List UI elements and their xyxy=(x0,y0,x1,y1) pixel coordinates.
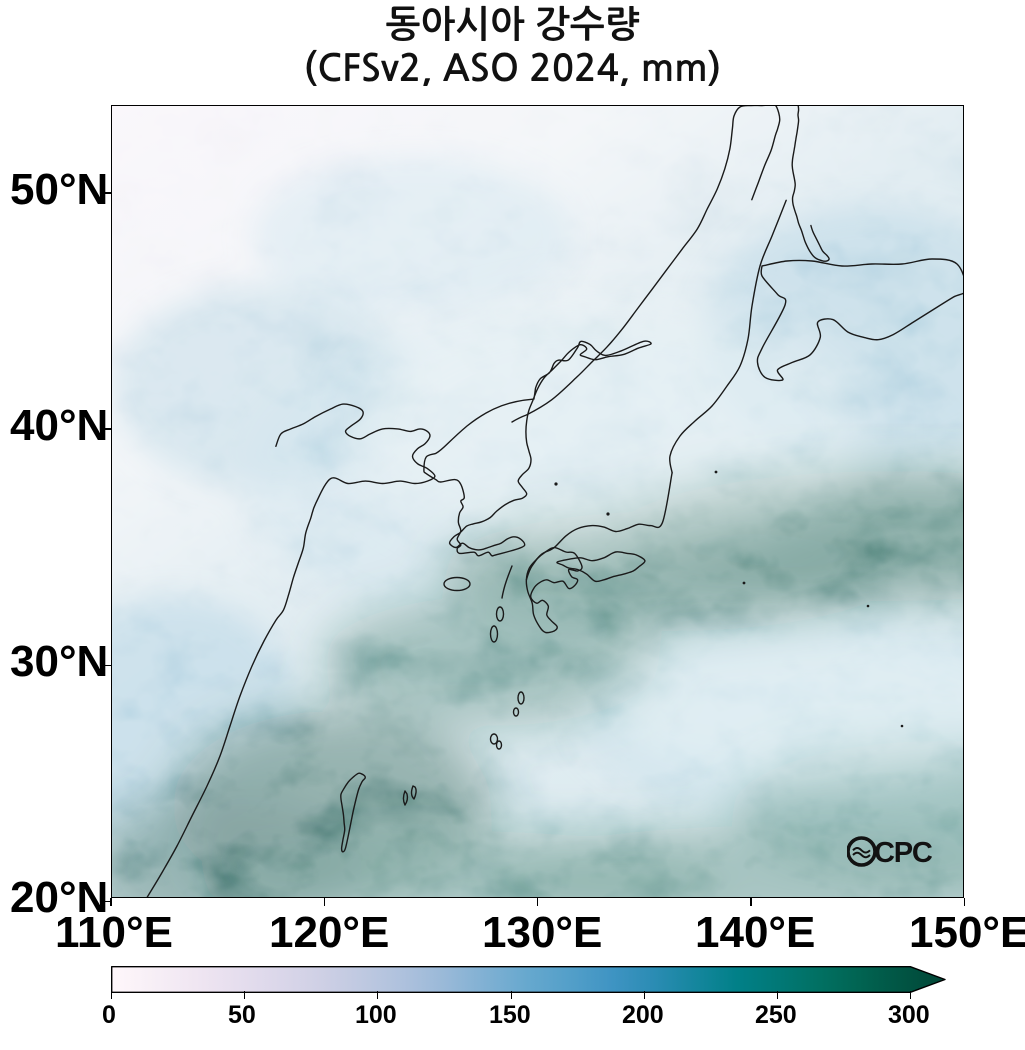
svg-text:CPC: CPC xyxy=(874,837,933,869)
